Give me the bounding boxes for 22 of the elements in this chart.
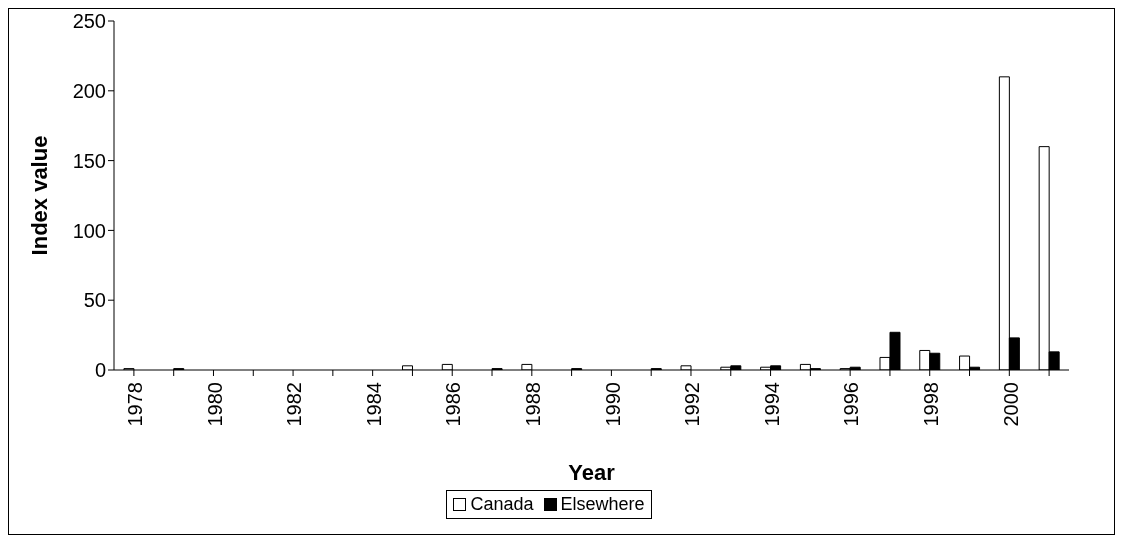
legend-label: Canada [469,494,534,515]
x-axis-title: Year [568,460,616,485]
x-tick-label: 1992 [681,382,704,427]
x-tick-label: 1978 [124,382,147,427]
y-tick-label: 0 [94,359,106,382]
legend-label: Elsewhere [559,494,645,515]
x-tick-label: 1988 [522,382,545,427]
x-tick-label: 1980 [203,382,226,427]
y-tick-label: 150 [72,149,106,172]
y-tick-label: 100 [72,219,106,242]
x-tick-label: 1994 [760,382,783,427]
y-axis-title: Index value [26,135,52,256]
x-tick-label: 1996 [840,382,863,427]
x-tick-label: 1986 [442,382,465,427]
y-tick-label: 250 [72,10,106,33]
x-tick-label: 1990 [601,382,624,427]
y-tick-label: 200 [72,79,106,102]
y-tick-label: 50 [83,289,106,312]
x-tick-label: 1982 [283,382,306,427]
x-tick-label: 1984 [362,382,385,427]
x-tick-label: 2000 [999,382,1022,427]
x-tick-label: 1998 [919,382,942,427]
